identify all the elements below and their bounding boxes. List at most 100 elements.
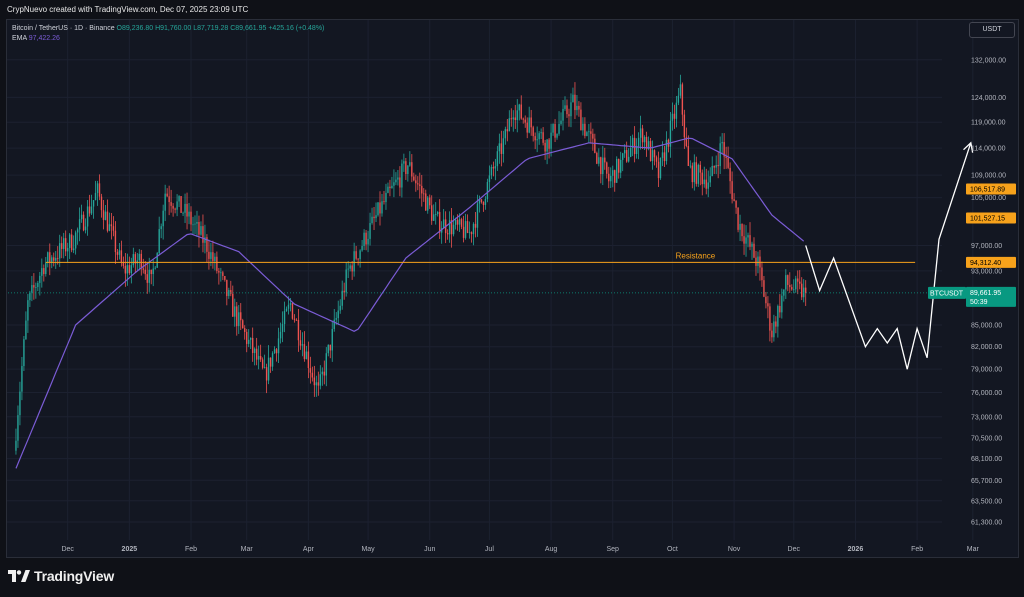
candle-body [238,312,240,327]
candle-body [608,173,610,182]
candle-body [381,201,383,214]
time-tick-label: May [361,546,375,553]
candle-body [486,182,489,200]
candle-body [793,289,795,291]
candle-body [641,128,644,143]
candle-body [263,367,266,368]
candle-body [144,269,146,275]
candle-body [639,128,642,138]
candle-body [361,245,363,251]
candle-body [621,153,624,160]
candle-body [353,251,355,272]
candle-body [100,196,103,211]
time-tick-label: Mar [967,546,980,553]
candle-body [176,201,178,210]
candle-body [313,377,316,386]
candle-body [25,320,27,340]
candle-body [659,157,662,179]
candle-body [540,132,542,134]
candle-body [631,137,634,149]
candle-body [572,94,574,103]
candle-body [431,205,433,221]
candle-body [532,127,534,137]
candle-body [208,251,210,259]
ema-layer [15,137,805,469]
candle-body [33,285,35,288]
candle-body [138,253,140,261]
candle-body [220,272,222,274]
candle-body [610,175,612,182]
candle-body [409,162,411,166]
candle-body [112,226,115,231]
candle-body [367,238,369,245]
candle-body [39,275,41,283]
time-tick-label: Mar [241,546,254,553]
candle-body [616,159,618,183]
candle-body [771,330,773,338]
candle-body [695,162,697,184]
candle-body [719,143,721,167]
candle-body [96,183,99,193]
candle-body [66,247,69,252]
candle-body [333,319,335,329]
price-tick-label: 68,100.00 [971,456,1002,463]
candle-body [446,233,449,235]
candle-body [542,132,544,143]
candle-body [55,257,57,261]
candle-body [552,124,554,133]
candle-body [136,260,139,264]
time-tick-label: Feb [185,546,197,553]
candle-body [110,224,113,227]
price-axis: 132,000.00 124,000.00 119,000.00 114,000.00… [971,57,1006,526]
candle-body [275,349,278,354]
candle-body [713,165,715,168]
candle-body [701,172,703,185]
projection-arrow-icon [963,141,974,153]
candle-body [17,415,19,441]
candle-body [717,164,719,167]
candle-body [222,272,224,276]
candle-body [474,223,477,228]
candle-body [466,221,469,233]
candle-body [458,219,461,225]
candle-body [745,237,747,244]
candle-body [749,235,751,247]
price-tick-label: 97,000.00 [971,243,1002,250]
candle-body [679,84,682,96]
candle-body [560,120,562,124]
candle-body [687,146,690,166]
candle-body [190,211,192,225]
candle-body [612,170,614,176]
candle-body [210,252,212,259]
candle-body [206,237,208,252]
price-tick-label: 132,000.00 [971,57,1006,64]
candle-body [51,257,53,263]
candle-body [86,206,89,227]
candle-body [194,223,196,225]
candle-body [520,104,522,119]
candle-body [765,296,767,304]
candle-body [522,118,524,120]
candle-body [801,283,803,298]
price-tag-label: 106,517.89 [970,187,1005,194]
candle-body [331,328,333,351]
candle-body [164,193,166,211]
time-tick-label: Feb [911,546,923,553]
candle-body [192,224,194,226]
candle-body [635,146,638,155]
candle-body [741,223,743,237]
candle-body [484,199,487,205]
currency-button[interactable]: USDT [969,22,1015,38]
candle-body [775,321,777,327]
candle-body [188,211,190,217]
candle-body [606,162,608,174]
candle-body [120,250,123,263]
candle-body [156,253,158,268]
candle-body [174,208,176,210]
candle-body [787,275,789,285]
candle-body [57,257,59,259]
candle-body [761,267,763,281]
candle-body [411,162,413,177]
candle-body [68,234,71,248]
